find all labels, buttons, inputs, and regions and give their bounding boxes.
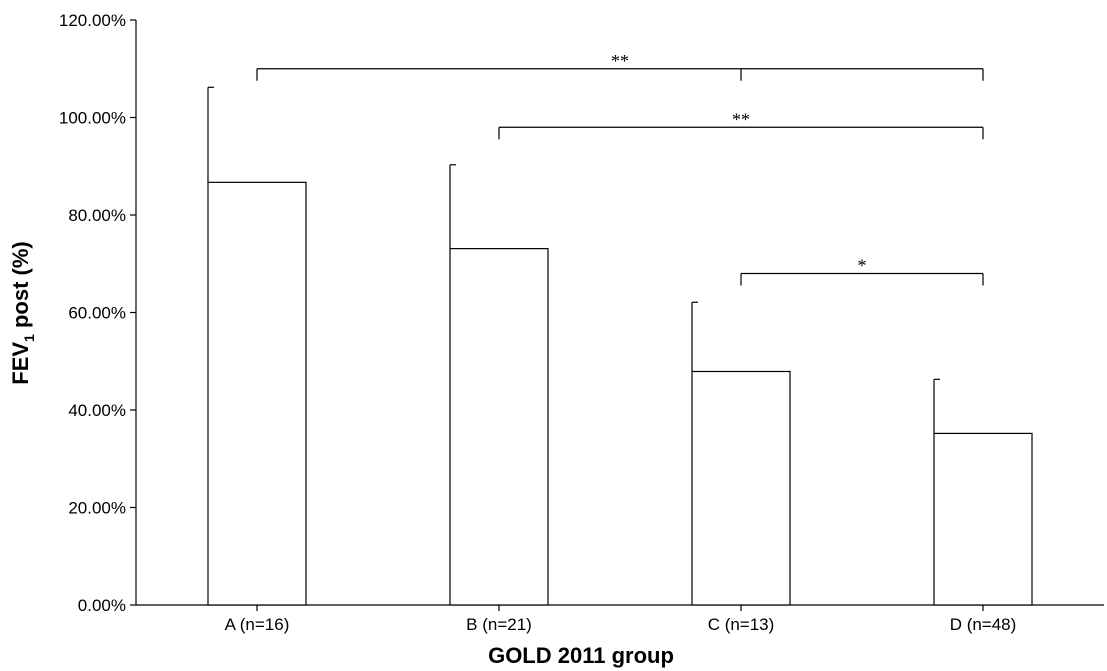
x-tick-label: D (n=48) xyxy=(950,615,1017,634)
significance-bracket-3: * xyxy=(740,256,984,286)
significance-bracket-2: ** xyxy=(498,109,984,140)
y-tick-label: 60.00% xyxy=(68,304,126,323)
significance-bracket-1: ** xyxy=(256,51,984,81)
x-axis-title: GOLD 2011 group xyxy=(488,643,674,668)
y-tick-label: 100.00% xyxy=(59,109,126,128)
x-tick-label: B (n=21) xyxy=(466,615,532,634)
significance-brackets: ***** xyxy=(256,51,984,286)
y-axis: 0.00% 20.00% 40.00% 60.00% 80.00% 100.00% 120.… xyxy=(59,11,137,615)
bar-a xyxy=(207,181,307,606)
y-tick-label: 40.00% xyxy=(68,401,126,420)
y-axis-title: FEV1 post (%) xyxy=(8,241,37,384)
bar-d xyxy=(933,432,1033,606)
significance-label: ** xyxy=(611,51,629,71)
bars xyxy=(207,181,1033,606)
significance-label: ** xyxy=(732,109,750,129)
error-bars xyxy=(207,86,940,434)
y-axis-title-rest: post (%) xyxy=(8,241,33,334)
bar-b xyxy=(449,248,549,606)
y-axis-title-subscript: 1 xyxy=(21,334,37,342)
y-tick-label: 80.00% xyxy=(68,206,126,225)
x-axis: A (n=16) B (n=21) C (n=13) D (n=48) xyxy=(136,604,1104,634)
x-tick-label: A (n=16) xyxy=(225,615,290,634)
y-tick-label: 120.00% xyxy=(59,11,126,30)
bar-c xyxy=(691,370,791,606)
y-axis-title-main: FEV xyxy=(8,342,33,385)
y-tick-label: 20.00% xyxy=(68,499,126,518)
x-tick-label: C (n=13) xyxy=(708,615,775,634)
y-tick-label: 0.00% xyxy=(78,596,126,615)
significance-label: * xyxy=(858,256,867,276)
